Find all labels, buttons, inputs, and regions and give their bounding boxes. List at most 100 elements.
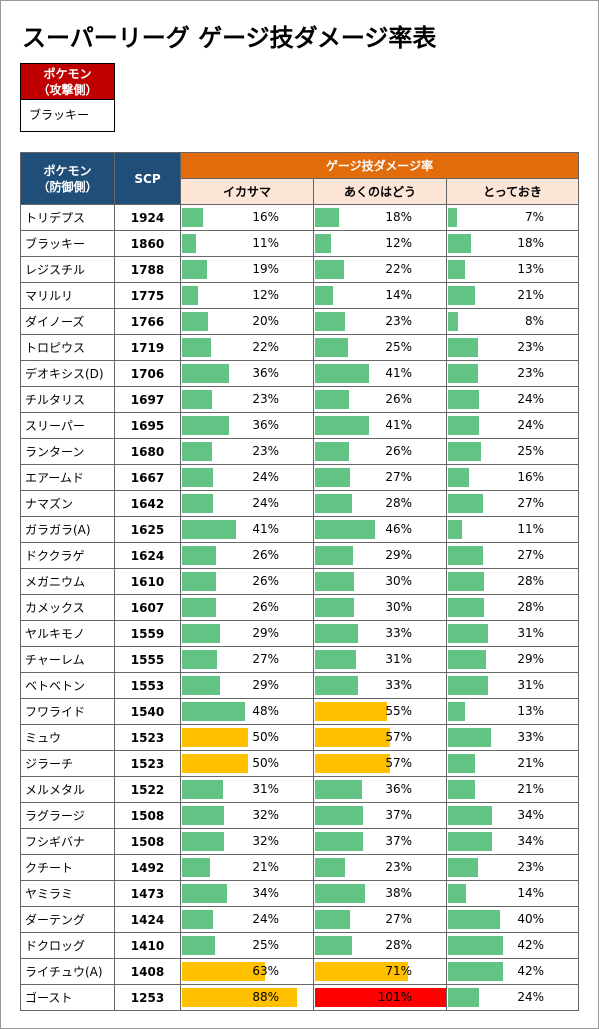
percent-cell: 50%	[180, 724, 314, 751]
row: レジスチル 1788 19% 22% 13%	[20, 256, 579, 283]
percent-cell: 27%	[446, 490, 579, 517]
percent-label: 31%	[385, 652, 412, 666]
percent-label: 34%	[252, 886, 279, 900]
damage-bar	[182, 286, 198, 305]
damage-table: ポケモン （防御側） SCP ゲージ技ダメージ率 イカサマ あくのはどう とっておき …	[20, 152, 579, 1011]
row: スリーパー 1695 36% 41% 24%	[20, 412, 579, 439]
pokemon-name: デオキシス(D)	[20, 360, 115, 387]
percent-label: 22%	[252, 340, 279, 354]
damage-bar	[315, 260, 344, 279]
damage-bar	[448, 676, 489, 695]
percent-cell: 26%	[180, 568, 314, 595]
percent-cell: 24%	[446, 984, 579, 1011]
percent-label: 33%	[517, 730, 544, 744]
damage-bar	[448, 364, 478, 383]
percent-label: 31%	[252, 782, 279, 796]
percent-label: 24%	[517, 990, 544, 1004]
damage-bar	[448, 208, 458, 227]
damage-bar	[315, 234, 331, 253]
percent-label: 13%	[517, 704, 544, 718]
row: ガラガラ(A) 1625 41% 46% 11%	[20, 516, 579, 543]
percent-label: 36%	[252, 418, 279, 432]
pokemon-name: トロピウス	[20, 334, 115, 361]
percent-cell: 23%	[313, 854, 447, 881]
damage-bar	[448, 260, 465, 279]
damage-bar	[182, 416, 230, 435]
damage-bar	[182, 650, 218, 669]
damage-bar	[182, 728, 248, 747]
scp: 1924	[114, 204, 181, 231]
percent-cell: 19%	[180, 256, 314, 283]
percent-cell: 26%	[180, 542, 314, 569]
damage-bar	[315, 364, 369, 383]
row: ダーテング 1424 24% 27% 40%	[20, 906, 579, 933]
percent-cell: 28%	[313, 932, 447, 959]
damage-bar	[315, 442, 350, 461]
percent-label: 14%	[385, 288, 412, 302]
percent-cell: 22%	[180, 334, 314, 361]
percent-cell: 37%	[313, 828, 447, 855]
percent-cell: 20%	[180, 308, 314, 335]
damage-bar	[448, 520, 463, 539]
percent-cell: 41%	[180, 516, 314, 543]
pokemon-name: エアームド	[20, 464, 115, 491]
scp: 1424	[114, 906, 181, 933]
damage-bar	[448, 910, 500, 929]
scp: 1253	[114, 984, 181, 1011]
scp: 1766	[114, 308, 181, 335]
percent-cell: 36%	[180, 360, 314, 387]
pokemon-name: ドククラゲ	[20, 542, 115, 569]
damage-bar	[315, 988, 446, 1007]
scp: 1555	[114, 646, 181, 673]
row: トロピウス 1719 22% 25% 23%	[20, 334, 579, 361]
pokemon-name: ラグラージ	[20, 802, 115, 829]
percent-label: 23%	[517, 366, 544, 380]
scp: 1625	[114, 516, 181, 543]
pokemon-name: ヤミラミ	[20, 880, 115, 907]
percent-cell: 24%	[446, 386, 579, 413]
row: ジラーチ 1523 50% 57% 21%	[20, 750, 579, 777]
damage-bar	[315, 312, 346, 331]
percent-label: 23%	[517, 340, 544, 354]
percent-label: 19%	[252, 262, 279, 276]
damage-bar	[448, 650, 486, 669]
damage-bar	[448, 442, 481, 461]
damage-bar	[315, 962, 408, 981]
percent-cell: 25%	[446, 438, 579, 465]
pokemon-name: ゴースト	[20, 984, 115, 1011]
row: エアームド 1667 24% 27% 16%	[20, 464, 579, 491]
percent-cell: 16%	[180, 204, 314, 231]
percent-label: 16%	[517, 470, 544, 484]
percent-label: 27%	[517, 496, 544, 510]
percent-cell: 14%	[446, 880, 579, 907]
damage-bar	[315, 754, 390, 773]
damage-bar	[182, 884, 227, 903]
percent-cell: 42%	[446, 932, 579, 959]
scp: 1695	[114, 412, 181, 439]
damage-bar	[182, 546, 217, 565]
damage-bar	[182, 624, 220, 643]
scp: 1559	[114, 620, 181, 647]
damage-bar	[182, 494, 214, 513]
move-header: イカサマ	[180, 178, 314, 205]
scp: 1410	[114, 932, 181, 959]
percent-cell: 48%	[180, 698, 314, 725]
damage-bar	[448, 702, 465, 721]
damage-bar	[448, 286, 476, 305]
percent-label: 20%	[252, 314, 279, 328]
percent-label: 24%	[252, 470, 279, 484]
damage-bar	[182, 936, 215, 955]
percent-label: 27%	[385, 912, 412, 926]
percent-label: 28%	[385, 496, 412, 510]
damage-bar	[448, 468, 469, 487]
pokemon-name: ライチュウ(A)	[20, 958, 115, 985]
row: マリルリ 1775 12% 14% 21%	[20, 282, 579, 309]
pokemon-name: フシギバナ	[20, 828, 115, 855]
damage-bar	[315, 650, 356, 669]
row: チルタリス 1697 23% 26% 24%	[20, 386, 579, 413]
percent-cell: 12%	[180, 282, 314, 309]
percent-label: 28%	[517, 574, 544, 588]
damage-bar	[182, 468, 214, 487]
attacker-value: ブラッキー	[29, 108, 90, 122]
percent-cell: 28%	[446, 594, 579, 621]
